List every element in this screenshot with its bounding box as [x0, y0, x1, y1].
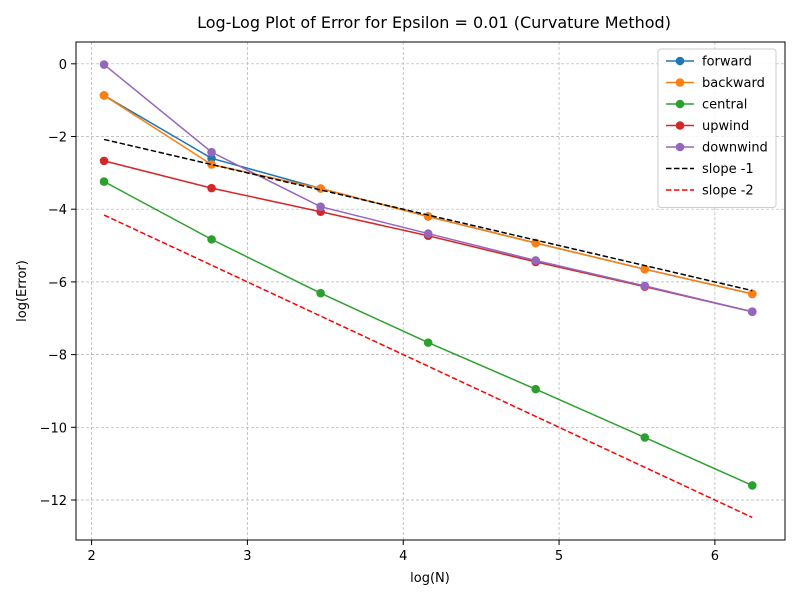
- data-point-central: [640, 433, 650, 442]
- data-point-downwind: [531, 256, 540, 265]
- data-point-downwind: [99, 60, 109, 69]
- legend-marker-central: [675, 99, 685, 109]
- x-tick-label: 6: [711, 549, 719, 564]
- data-point-central: [207, 235, 216, 244]
- plot-frame: [75, 41, 786, 541]
- data-point-central: [531, 384, 540, 394]
- data-point-backward: [99, 91, 109, 100]
- data-point-central: [747, 481, 757, 490]
- legend-marker-forward: [675, 56, 685, 66]
- y-tick-label: −12: [40, 494, 67, 509]
- x-tick-label: 4: [399, 549, 407, 564]
- data-point-central: [423, 338, 433, 347]
- x-tick-label: 5: [555, 549, 563, 564]
- legend-label-downwind: downwind: [702, 141, 768, 156]
- legend-label-forward: forward: [702, 55, 752, 70]
- x-axis-label: log(N): [410, 571, 450, 586]
- y-tick-label: 0: [59, 58, 67, 73]
- data-point-backward: [747, 289, 757, 299]
- data-point-backward: [207, 160, 216, 169]
- series-layer: [99, 60, 757, 519]
- data-point-downwind: [316, 202, 325, 211]
- chart-title: Log-Log Plot of Error for Epsilon = 0.01…: [197, 13, 671, 32]
- data-point-central: [316, 288, 325, 298]
- x-tick-label: 3: [243, 549, 251, 564]
- data-point-upwind: [99, 156, 109, 166]
- y-axis-label: log(Error): [15, 260, 30, 322]
- legend-marker-downwind: [675, 142, 685, 152]
- data-point-downwind: [747, 307, 757, 317]
- y-tick-label: −4: [48, 203, 67, 218]
- legend-label-backward: backward: [702, 76, 765, 91]
- legend-marker-upwind: [675, 121, 685, 130]
- y-tick-label: −6: [48, 276, 67, 291]
- reference-line-slope-2: [103, 214, 753, 519]
- reference-line-slope-1: [103, 138, 753, 292]
- legend-label-slope-2: slope -2: [702, 184, 754, 199]
- y-tick-label: −2: [48, 131, 67, 146]
- x-tick-label: 2: [87, 549, 95, 564]
- y-tick-label: −10: [40, 421, 67, 436]
- legend-label-upwind: upwind: [702, 119, 749, 134]
- legend-label-central: central: [702, 98, 747, 113]
- data-point-forward: [207, 154, 216, 163]
- data-point-downwind: [640, 281, 650, 291]
- y-tick-label: −8: [48, 349, 67, 364]
- data-point-backward: [640, 264, 650, 274]
- data-point-upwind: [207, 183, 216, 193]
- data-point-central: [99, 177, 109, 186]
- legend-label-slope-1: slope -1: [702, 162, 754, 177]
- ticks: 2 3 4 5 6 0 −2 −4 −6 −8 −10 −12: [40, 58, 719, 564]
- legend-marker-backward: [675, 78, 685, 87]
- data-point-downwind: [423, 229, 433, 238]
- data-point-downwind: [207, 147, 216, 157]
- legend: forward backward central upwind downwind slop…: [657, 48, 777, 208]
